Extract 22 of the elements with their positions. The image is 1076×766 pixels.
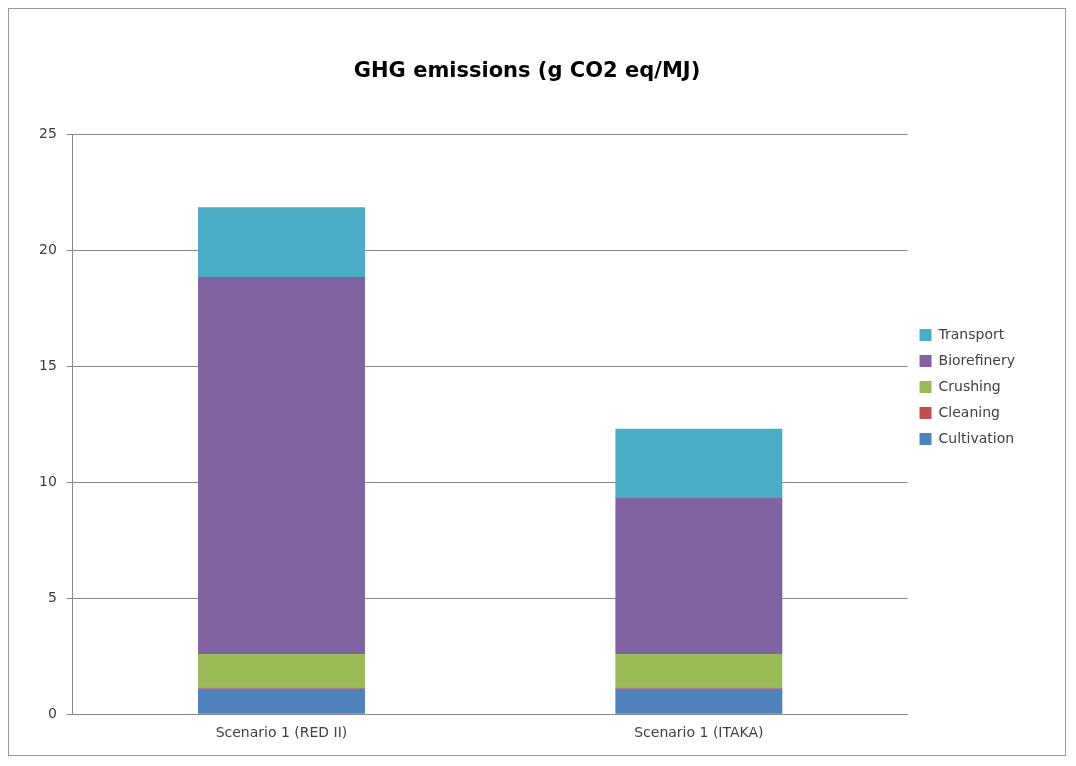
y-tick-label: 10	[38, 472, 57, 489]
legend-label: Cleaning	[938, 403, 1000, 420]
bar	[615, 428, 783, 498]
bar	[615, 688, 783, 714]
x-tick-label: Scenario 1 (ITAKA)	[634, 724, 764, 741]
y-tick-label: 0	[47, 704, 57, 721]
x-tick-label: Scenario 1 (RED II)	[215, 724, 348, 741]
bar	[615, 653, 783, 688]
chart-title: GHG emissions (g CO2 eq/MJ)	[353, 58, 701, 83]
legend-label: Biorefinery	[938, 351, 1015, 368]
bar	[198, 276, 365, 654]
legend-label: Cultivation	[938, 429, 1015, 446]
bar	[198, 653, 365, 688]
y-tick-label: 5	[47, 588, 57, 605]
y-tick-label: 25	[38, 124, 57, 141]
bar	[198, 207, 365, 277]
legend-label: Transport	[937, 325, 1005, 342]
y-tick-label: 20	[38, 240, 57, 257]
bar	[615, 497, 783, 654]
y-tick-label: 15	[38, 356, 57, 373]
legend-label: Crushing	[938, 377, 1001, 394]
bar	[198, 688, 365, 714]
